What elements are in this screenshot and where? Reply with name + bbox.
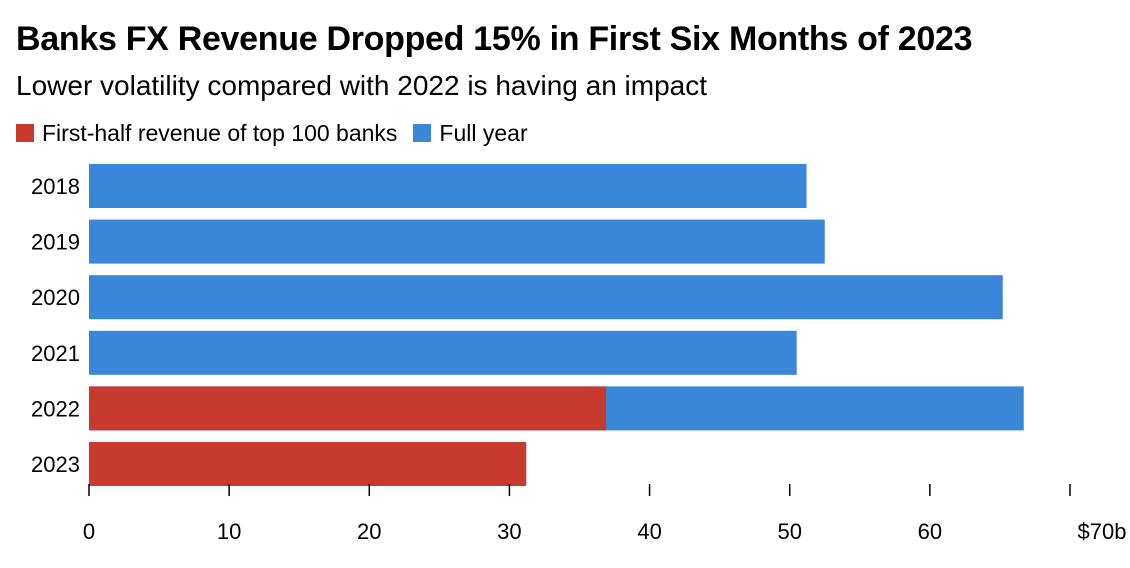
legend-swatch-first-half — [16, 124, 34, 142]
legend-label-full-year: Full year — [439, 119, 528, 146]
x-tick-label-70: $70b — [1078, 519, 1127, 544]
x-tick-label-50: 50 — [777, 519, 801, 544]
category-label-2020: 2020 — [31, 285, 80, 310]
legend-item-full-year: Full year — [413, 119, 528, 147]
chart-title: Banks FX Revenue Dropped 15% in First Si… — [16, 20, 973, 58]
bar-full-year-2019 — [89, 219, 825, 264]
bar-full-year-2020 — [89, 275, 1003, 320]
x-tick-label-60: 60 — [918, 519, 942, 544]
bar-full-year-2018 — [89, 164, 807, 208]
legend-swatch-full-year — [413, 124, 432, 142]
category-label-2021: 2021 — [31, 341, 80, 366]
x-tick-label-30: 30 — [497, 519, 521, 544]
bar-first-half-2023 — [89, 442, 527, 486]
bar-first-half-2022 — [89, 386, 607, 431]
legend-label-first-half: First-half revenue of top 100 banks — [42, 119, 398, 146]
x-tick-label-20: 20 — [357, 519, 381, 544]
x-tick-label-10: 10 — [217, 519, 241, 544]
category-label-2022: 2022 — [31, 396, 80, 421]
category-label-2019: 2019 — [31, 230, 80, 255]
category-label-2023: 2023 — [31, 452, 80, 477]
bar-full-year-2021 — [89, 330, 797, 375]
category-label-2018: 2018 — [31, 174, 80, 199]
chart-legend: First-half revenue of top 100 banks Full… — [16, 119, 544, 147]
x-tick-label-40: 40 — [637, 519, 661, 544]
legend-item-first-half: First-half revenue of top 100 banks — [16, 120, 397, 147]
x-tick-label-0: 0 — [83, 519, 95, 544]
chart-subtitle: Lower volatility compared with 2022 is h… — [16, 70, 708, 101]
